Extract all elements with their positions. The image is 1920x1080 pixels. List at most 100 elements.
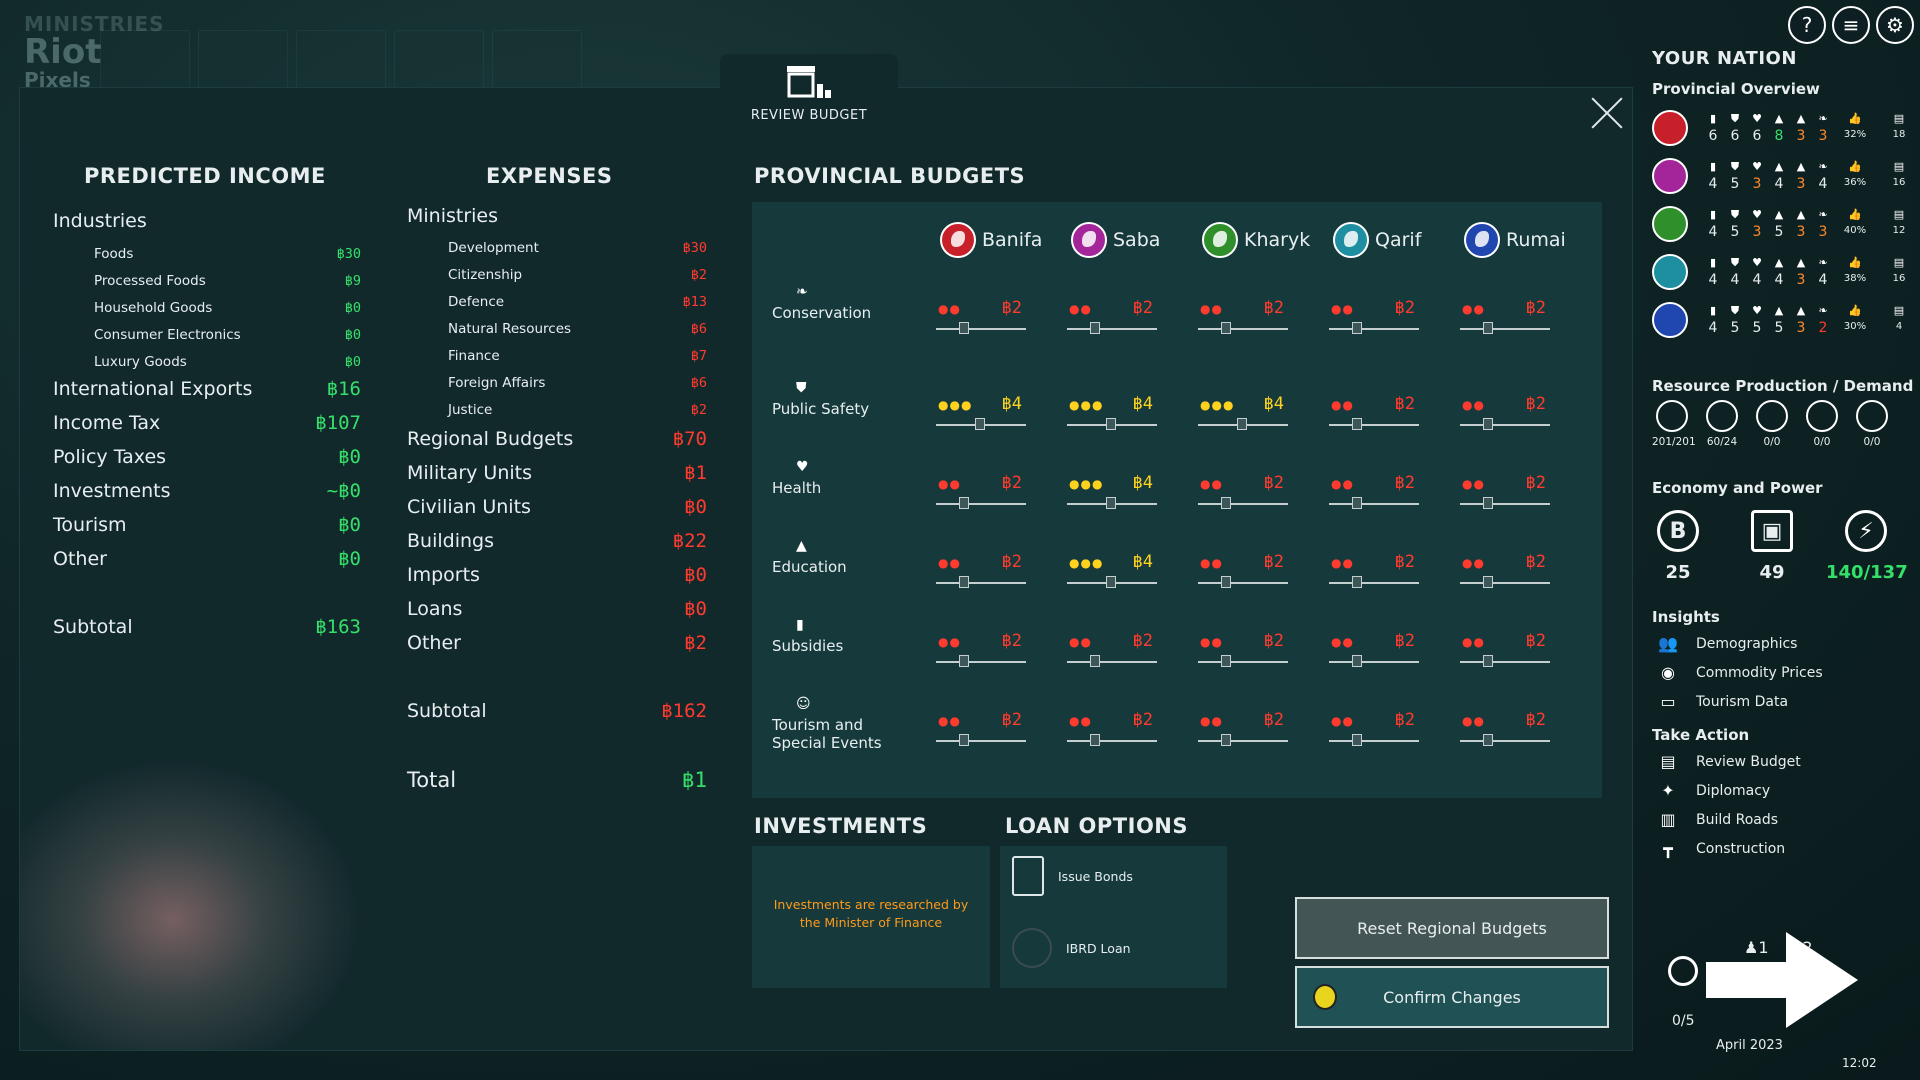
budget-slider[interactable]: ●● ฿2: [1196, 473, 1288, 517]
slider-handle[interactable]: [1220, 655, 1231, 667]
budget-slider[interactable]: ●● ฿2: [934, 298, 1026, 342]
budget-slider[interactable]: ●●● ฿4: [1065, 394, 1157, 438]
slider-handle[interactable]: [1482, 497, 1493, 509]
action-diplomacy[interactable]: ✦ Diplomacy: [1652, 781, 1770, 801]
resource-item[interactable]: 0/0: [1752, 400, 1792, 448]
budget-slider[interactable]: ●● ฿2: [1458, 298, 1550, 342]
slider-handle[interactable]: [1482, 734, 1493, 746]
slider-handle[interactable]: [958, 734, 969, 746]
province-overview-row[interactable]: ▮ 4 ⛊ 5 ♥ 5 ▲ 5 ▲ 3 ❧ 2 👍 30% ▤ 4: [1652, 300, 1912, 340]
confirm-changes-button[interactable]: Confirm Changes: [1295, 966, 1609, 1028]
slider-handle[interactable]: [1351, 655, 1362, 667]
slider-handle[interactable]: [1220, 576, 1231, 588]
slider-handle[interactable]: [958, 497, 969, 509]
slider-handle[interactable]: [1351, 322, 1362, 334]
budget-slider[interactable]: ●●● ฿4: [1065, 552, 1157, 596]
power-stat[interactable]: ⚡ 140/137: [1826, 510, 1908, 583]
action-construction[interactable]: ┳ Construction: [1652, 839, 1785, 859]
budget-slider[interactable]: ●● ฿2: [1327, 710, 1419, 754]
resource-item[interactable]: 201/201: [1652, 400, 1696, 448]
treasury-value: 49: [1759, 562, 1785, 583]
budget-amount: ฿2: [1394, 710, 1415, 730]
slider-handle[interactable]: [1482, 418, 1493, 430]
resource-item[interactable]: 60/24: [1702, 400, 1742, 448]
close-icon[interactable]: [1590, 96, 1624, 130]
budget-slider[interactable]: ●● ฿2: [1327, 631, 1419, 675]
slider-handle[interactable]: [1351, 734, 1362, 746]
settings-gear-icon[interactable]: ⚙: [1876, 6, 1914, 44]
budget-slider[interactable]: ●● ฿2: [1327, 394, 1419, 438]
slider-handle[interactable]: [1089, 734, 1100, 746]
budget-slider[interactable]: ●● ฿2: [1196, 298, 1288, 342]
slider-handle[interactable]: [975, 418, 985, 430]
province-overview-row[interactable]: ▮ 6 ⛊ 6 ♥ 6 ▲ 8 ▲ 3 ❧ 3 👍 32% ▤ 18: [1652, 108, 1912, 148]
budget-level-dots: ●●●: [938, 398, 973, 412]
budget-slider[interactable]: ●● ฿2: [1458, 552, 1550, 596]
budget-slider[interactable]: ●● ฿2: [1065, 298, 1157, 342]
action-build-roads[interactable]: ▥ Build Roads: [1652, 810, 1778, 830]
budget-slider[interactable]: ●● ฿2: [1458, 631, 1550, 675]
province-header[interactable]: Saba: [1071, 222, 1160, 258]
slider-handle[interactable]: [1089, 655, 1100, 667]
treasury-stat[interactable]: ▣ 49: [1748, 510, 1796, 583]
slider-handle[interactable]: [1351, 497, 1362, 509]
province-header[interactable]: Banifa: [940, 222, 1042, 258]
slider-handle[interactable]: [1482, 655, 1493, 667]
slider-handle[interactable]: [1106, 418, 1116, 430]
reset-regional-budgets-button[interactable]: Reset Regional Budgets: [1295, 897, 1609, 959]
budget-slider[interactable]: ●● ฿2: [1196, 631, 1288, 675]
menu-icon[interactable]: ≡: [1832, 6, 1870, 44]
next-turn-button[interactable]: [1706, 932, 1858, 1028]
budget-slider[interactable]: ●● ฿2: [1327, 552, 1419, 596]
slider-handle[interactable]: [1482, 576, 1493, 588]
budget-slider[interactable]: ●●● ฿4: [1065, 473, 1157, 517]
budget-slider[interactable]: ●● ฿2: [1458, 394, 1550, 438]
budget-slider[interactable]: ●●● ฿4: [934, 394, 1026, 438]
province-header[interactable]: Rumai: [1464, 222, 1566, 258]
slider-handle[interactable]: [1220, 734, 1231, 746]
province-header[interactable]: Kharyk: [1202, 222, 1310, 258]
slider-handle[interactable]: [1351, 576, 1362, 588]
insight-commodity-prices[interactable]: ◉ Commodity Prices: [1652, 663, 1823, 683]
insight-demographics[interactable]: 👥 Demographics: [1652, 634, 1797, 654]
budget-slider[interactable]: ●● ฿2: [1458, 710, 1550, 754]
action-review-budget[interactable]: ▤ Review Budget: [1652, 752, 1800, 772]
slider-handle[interactable]: [958, 655, 969, 667]
slider-handle[interactable]: [1237, 418, 1247, 430]
slider-handle[interactable]: [1482, 322, 1493, 334]
budget-slider[interactable]: ●● ฿2: [934, 631, 1026, 675]
province-overview-row[interactable]: ▮ 4 ⛊ 4 ♥ 4 ▲ 4 ▲ 3 ❧ 4 👍 38% ▤ 16: [1652, 252, 1912, 292]
budget-slider[interactable]: ●● ฿2: [1065, 710, 1157, 754]
budget-slider[interactable]: ●● ฿2: [1196, 552, 1288, 596]
budget-slider[interactable]: ●●● ฿4: [1196, 394, 1288, 438]
slider-handle[interactable]: [1089, 322, 1100, 334]
province-overview-row[interactable]: ▮ 4 ⛊ 5 ♥ 3 ▲ 5 ▲ 3 ❧ 3 👍 40% ▤ 12: [1652, 204, 1912, 244]
budget-slider[interactable]: ●● ฿2: [1196, 710, 1288, 754]
slider-handle[interactable]: [1351, 418, 1362, 430]
slider-handle[interactable]: [1106, 497, 1116, 509]
review-budget-tab[interactable]: REVIEW BUDGET: [720, 54, 898, 138]
slider-handle[interactable]: [1220, 497, 1231, 509]
budget-slider[interactable]: ●● ฿2: [1458, 473, 1550, 517]
resource-item[interactable]: 0/0: [1852, 400, 1892, 448]
budget-slider[interactable]: ●● ฿2: [1327, 298, 1419, 342]
resource-item[interactable]: 0/0: [1802, 400, 1842, 448]
money-stat[interactable]: B 25: [1654, 510, 1702, 583]
slider-handle[interactable]: [1106, 576, 1116, 588]
help-icon[interactable]: ?: [1788, 6, 1826, 44]
budget-slider[interactable]: ●● ฿2: [934, 710, 1026, 754]
budget-slider[interactable]: ●● ฿2: [934, 473, 1026, 517]
budget-slider[interactable]: ●● ฿2: [934, 552, 1026, 596]
ibrd-loan-option[interactable]: IBRD Loan: [1012, 928, 1131, 968]
refresh-icon[interactable]: [1668, 956, 1698, 986]
issue-bonds-option[interactable]: Issue Bonds: [1012, 856, 1133, 896]
slider-handle[interactable]: [1220, 322, 1231, 334]
province-header[interactable]: Qarif: [1333, 222, 1421, 258]
budget-slider[interactable]: ●● ฿2: [1327, 473, 1419, 517]
slider-handle[interactable]: [958, 576, 969, 588]
province-overview-row[interactable]: ▮ 4 ⛊ 5 ♥ 3 ▲ 4 ▲ 3 ❧ 4 👍 36% ▤ 16: [1652, 156, 1912, 196]
budget-slider[interactable]: ●● ฿2: [1065, 631, 1157, 675]
slider-handle[interactable]: [958, 322, 969, 334]
insight-tourism-data[interactable]: ▭ Tourism Data: [1652, 692, 1788, 712]
budget-amount: ฿2: [1132, 631, 1153, 651]
